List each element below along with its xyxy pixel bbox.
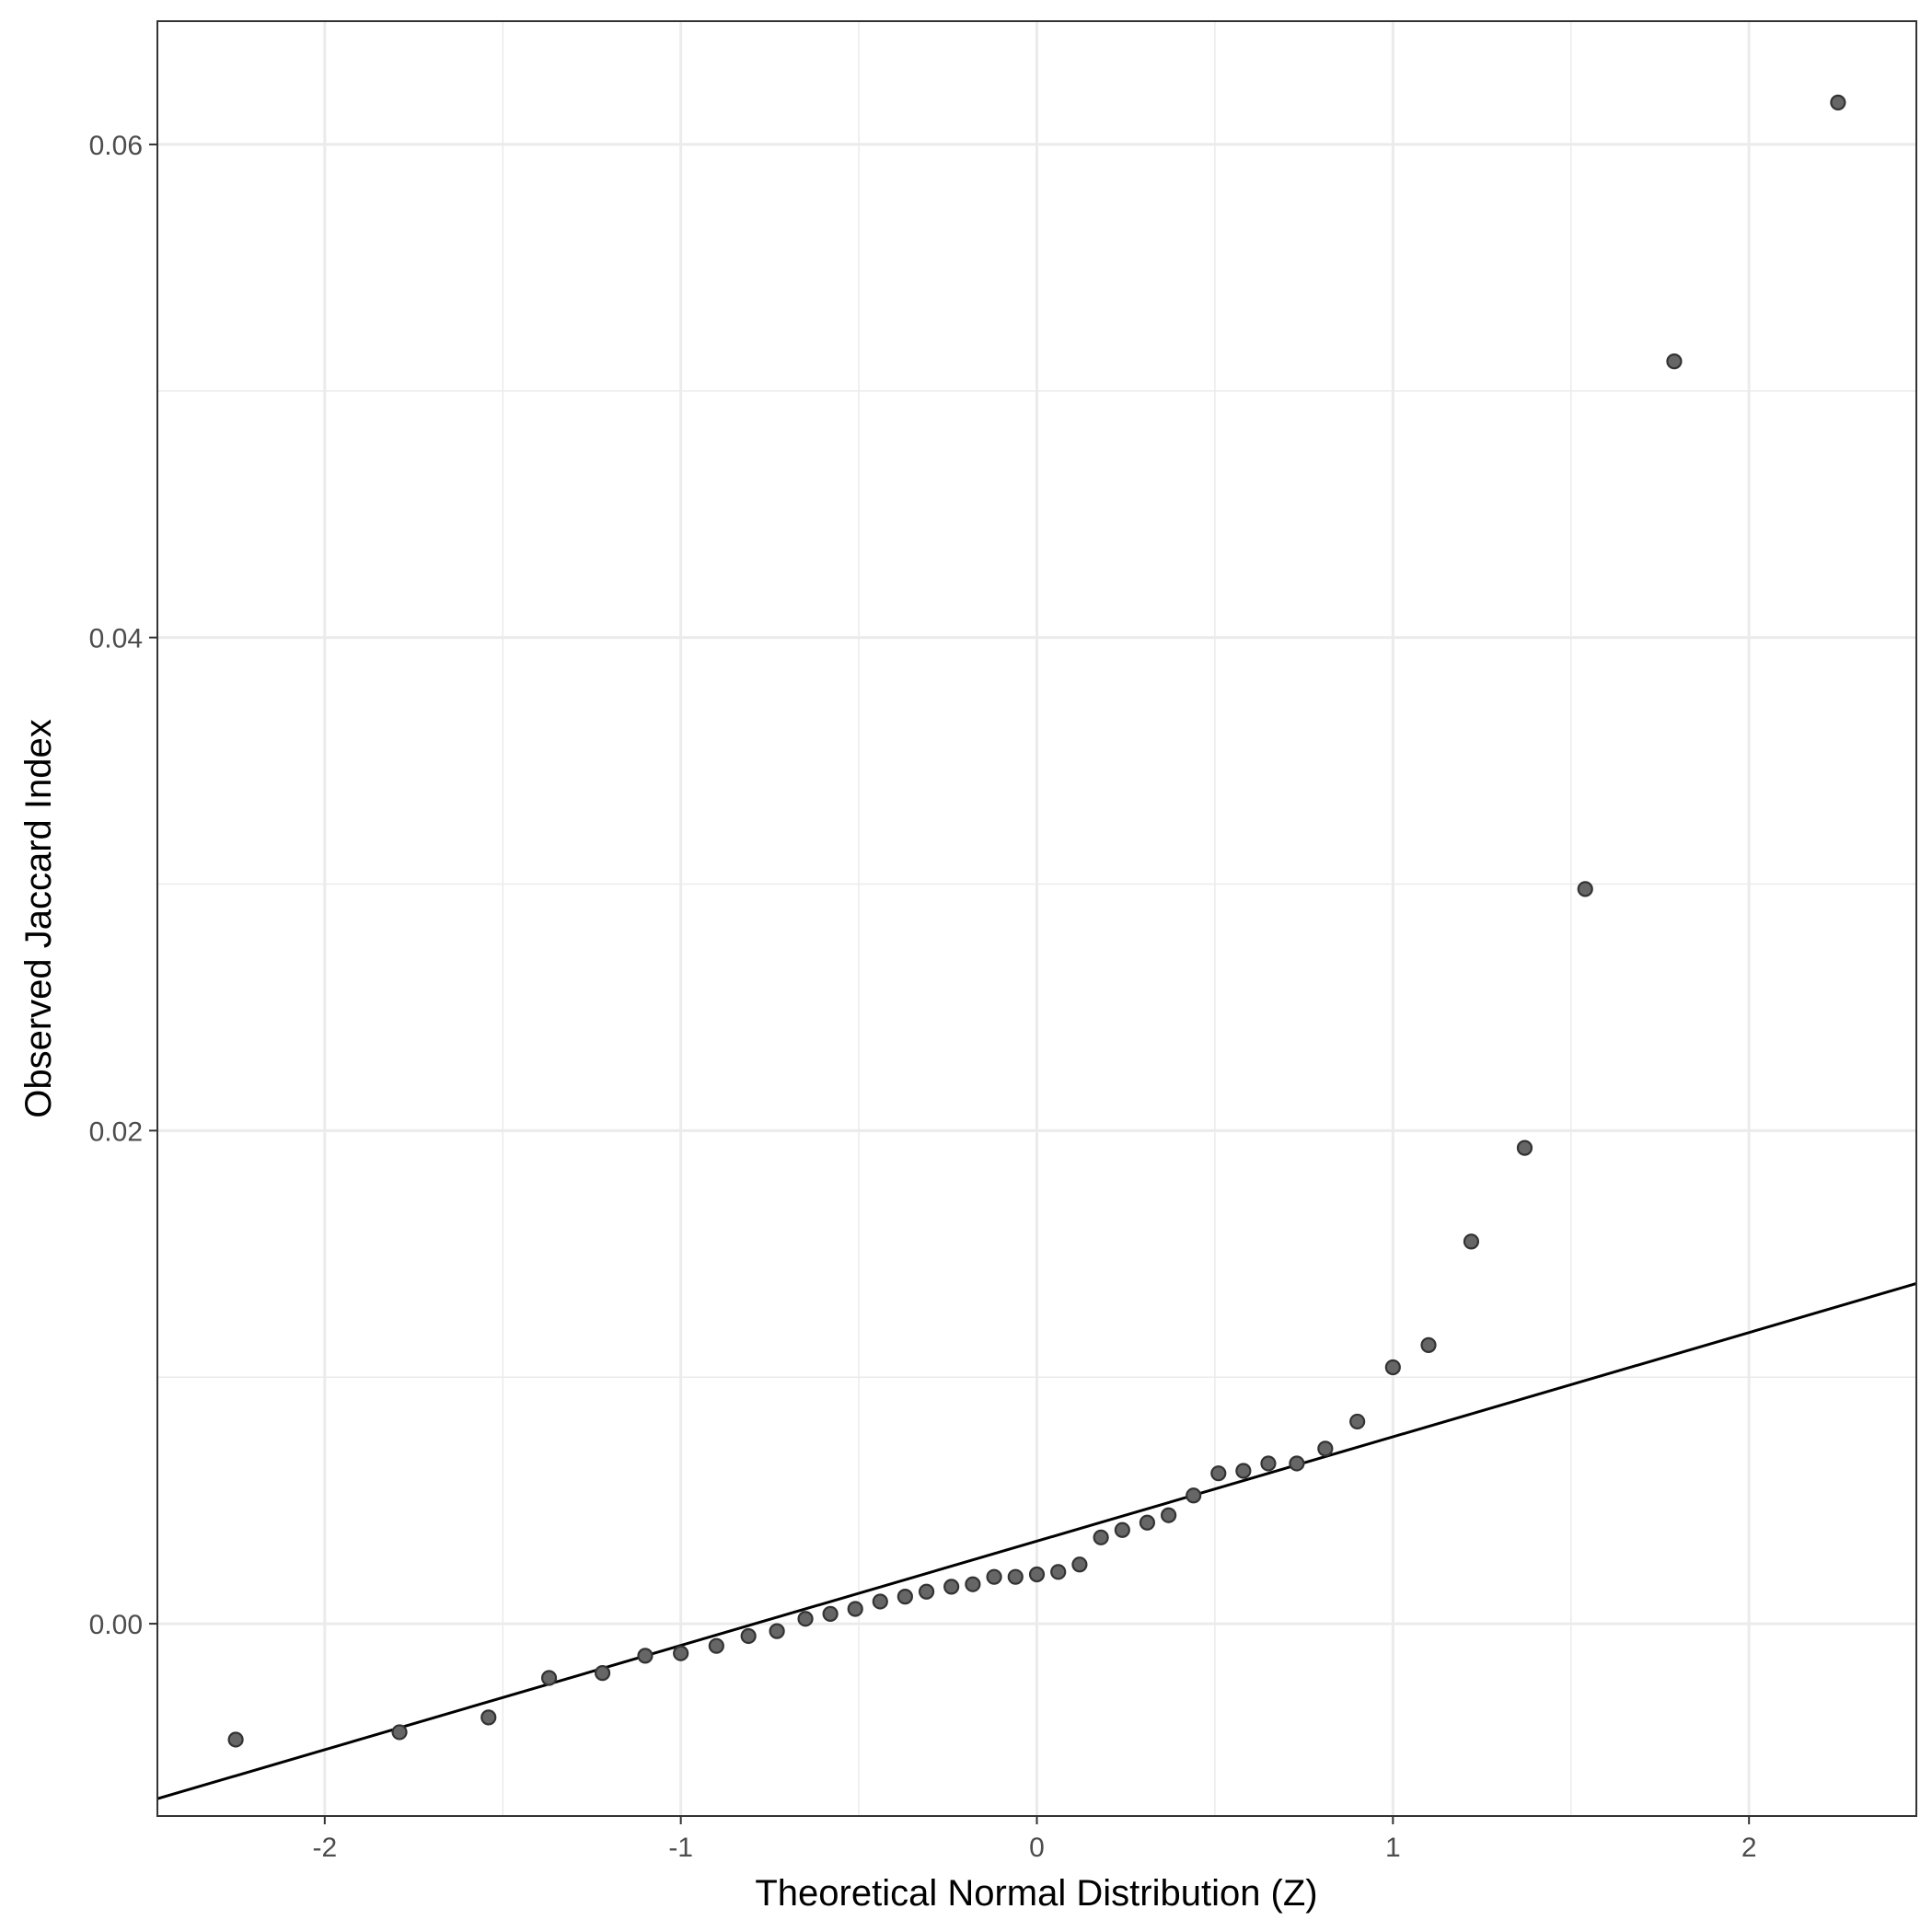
data-point <box>986 1568 1002 1585</box>
data-point <box>822 1605 839 1622</box>
data-point <box>897 1589 913 1605</box>
data-point <box>847 1601 863 1617</box>
major-gridlines <box>157 21 1916 1816</box>
data-point <box>1210 1465 1227 1482</box>
x-axis-ticks: -2 -1 0 1 2 <box>312 1816 1757 1863</box>
data-point <box>1186 1487 1202 1504</box>
x-tick-label: 2 <box>1741 1833 1757 1863</box>
data-point <box>1666 353 1683 370</box>
y-tick-label: 0.00 <box>89 1610 143 1640</box>
y-axis-title: Observed Jaccard Index <box>18 719 59 1118</box>
data-point <box>1577 881 1593 897</box>
data-point <box>965 1576 981 1592</box>
data-point <box>1028 1566 1046 1583</box>
reference-line-layer <box>157 1282 1916 1800</box>
data-point <box>797 1611 814 1627</box>
data-point <box>540 1670 558 1686</box>
data-point <box>1420 1336 1437 1353</box>
data-point <box>673 1645 689 1661</box>
data-point <box>1260 1455 1277 1472</box>
data-point <box>1289 1455 1305 1472</box>
data-point <box>1093 1529 1109 1545</box>
data-point <box>918 1583 935 1600</box>
data-point <box>480 1709 497 1726</box>
data-point <box>594 1665 611 1682</box>
x-axis-title: Theoretical Normal Distribution (Z) <box>755 1873 1317 1914</box>
data-point <box>1349 1413 1366 1430</box>
data-point <box>708 1637 724 1654</box>
y-tick-label: 0.02 <box>89 1116 143 1147</box>
data-points <box>227 94 1846 1748</box>
data-point <box>1463 1233 1480 1250</box>
data-point <box>1007 1568 1024 1585</box>
y-tick-label: 0.06 <box>89 131 143 161</box>
x-tick-label: -2 <box>312 1833 337 1863</box>
data-point <box>1161 1507 1177 1523</box>
x-tick-label: 1 <box>1385 1833 1401 1863</box>
data-point <box>740 1627 757 1645</box>
reference-line <box>157 1282 1916 1800</box>
x-tick-label: 0 <box>1029 1833 1045 1863</box>
data-point <box>637 1648 654 1664</box>
data-point <box>1050 1564 1067 1580</box>
data-point <box>1139 1514 1156 1531</box>
data-point <box>1071 1556 1088 1573</box>
data-point <box>1317 1440 1334 1457</box>
data-point <box>227 1731 244 1748</box>
y-axis-ticks: 0.00 0.02 0.04 0.06 <box>89 131 157 1640</box>
data-point <box>1235 1463 1252 1479</box>
data-point <box>872 1593 888 1610</box>
data-point <box>1114 1521 1130 1538</box>
data-point <box>1516 1140 1533 1156</box>
data-point <box>1830 94 1846 110</box>
data-point <box>943 1579 960 1595</box>
data-point <box>391 1724 408 1741</box>
data-point <box>1384 1359 1401 1376</box>
x-tick-label: -1 <box>668 1833 693 1863</box>
y-tick-label: 0.04 <box>89 624 143 654</box>
data-point <box>769 1623 785 1639</box>
